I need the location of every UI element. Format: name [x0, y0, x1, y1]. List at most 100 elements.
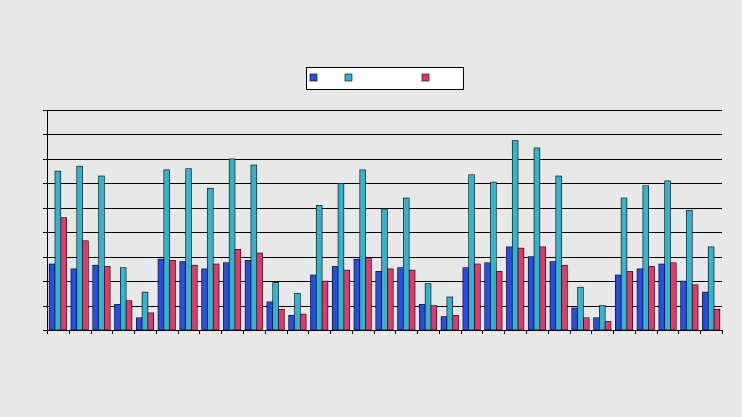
bar-series-1-cat-31 — [702, 291, 709, 331]
bar-series-3-cat-26 — [604, 321, 612, 331]
bar-series-2-cat-26 — [599, 305, 606, 331]
bar-series-3-cat-1 — [60, 217, 67, 331]
bar-series-3-cat-16 — [387, 268, 394, 331]
bar-series-3-cat-15 — [365, 257, 372, 331]
bar-series-3-cat-31 — [713, 308, 721, 331]
bar-series-1-cat-16 — [375, 271, 382, 331]
bar-series-1-cat-29 — [658, 263, 665, 331]
bar-series-2-cat-7 — [185, 168, 192, 331]
bar-series-3-cat-27 — [626, 271, 634, 331]
bar-series-2-cat-14 — [337, 183, 345, 331]
bar-series-2-cat-15 — [359, 169, 366, 331]
bar-series-1-cat-8 — [201, 268, 208, 331]
bar-series-2-cat-3 — [98, 175, 105, 331]
bar-series-3-cat-5 — [147, 312, 154, 331]
bar-series-2-cat-23 — [533, 147, 541, 331]
bar-series-1-cat-15 — [353, 258, 361, 331]
bar-series-3-cat-17 — [408, 269, 416, 331]
bar-series-3-cat-30 — [691, 284, 699, 331]
bar-series-3-cat-8 — [212, 263, 220, 331]
bar-series-3-cat-2 — [82, 240, 89, 331]
bar-series-1-cat-25 — [571, 307, 578, 331]
bar-series-3-cat-28 — [648, 266, 655, 331]
bars — [48, 140, 721, 331]
bar-series-3-cat-9 — [234, 249, 242, 331]
bar-series-1-cat-23 — [527, 256, 535, 331]
axes — [43, 110, 723, 334]
bar-series-2-cat-18 — [424, 283, 432, 331]
bar-series-3-cat-20 — [474, 263, 481, 331]
bar-series-1-cat-21 — [484, 262, 491, 331]
bar-series-2-cat-13 — [315, 205, 323, 331]
bar-series-3-cat-22 — [517, 247, 525, 331]
bar-series-1-cat-9 — [223, 262, 230, 331]
bar-series-2-cat-10 — [250, 164, 258, 331]
bar-series-2-cat-17 — [403, 197, 410, 331]
bar-series-1-cat-1 — [48, 263, 56, 331]
legend-swatch-series-3 — [421, 73, 430, 82]
bar-series-2-cat-8 — [207, 187, 214, 331]
bar-series-3-cat-4 — [125, 300, 133, 331]
bar-series-1-cat-18 — [419, 304, 426, 331]
bar-series-3-cat-21 — [495, 271, 503, 331]
bar-series-3-cat-25 — [583, 317, 590, 331]
bar-series-2-cat-31 — [707, 246, 715, 331]
bar-series-1-cat-20 — [462, 267, 470, 331]
bar-series-2-cat-16 — [381, 208, 388, 331]
bar-series-2-cat-29 — [664, 180, 671, 331]
bar-series-1-cat-26 — [593, 317, 600, 331]
bar-series-1-cat-3 — [92, 264, 99, 331]
bar-series-1-cat-19 — [440, 316, 448, 331]
bar-series-2-cat-21 — [490, 181, 497, 331]
bar-series-3-cat-13 — [321, 280, 329, 331]
bar-series-2-cat-30 — [686, 209, 693, 331]
bar-series-2-cat-4 — [120, 267, 127, 331]
bar-series-3-cat-3 — [104, 266, 111, 331]
legend-box — [306, 67, 464, 90]
bar-series-2-cat-11 — [272, 282, 279, 331]
bar-series-3-cat-7 — [191, 264, 198, 331]
bar-series-3-cat-10 — [256, 252, 263, 331]
bar-series-2-cat-9 — [228, 158, 236, 331]
bar-series-1-cat-28 — [636, 268, 644, 331]
bar-series-2-cat-1 — [54, 170, 62, 331]
bar-series-3-cat-18 — [430, 305, 438, 331]
bar-series-1-cat-27 — [615, 274, 622, 331]
bar-series-1-cat-10 — [244, 260, 252, 331]
bar-series-2-cat-24 — [555, 175, 562, 331]
bar-series-2-cat-20 — [468, 174, 475, 331]
bar-series-1-cat-17 — [397, 267, 404, 331]
bar-series-2-cat-28 — [642, 185, 650, 331]
bar-series-1-cat-13 — [310, 274, 317, 331]
bar-series-1-cat-30 — [680, 280, 687, 331]
bar-series-3-cat-14 — [343, 269, 350, 331]
bar-series-3-cat-19 — [452, 315, 459, 331]
bar-series-2-cat-22 — [511, 140, 519, 331]
bar-series-3-cat-24 — [561, 264, 568, 331]
bar-series-1-cat-22 — [506, 246, 513, 331]
bar-series-3-cat-23 — [539, 246, 546, 331]
bar-series-2-cat-2 — [76, 165, 83, 331]
bar-series-2-cat-12 — [294, 293, 301, 331]
bar-series-1-cat-14 — [331, 266, 339, 331]
bar-series-1-cat-4 — [114, 304, 121, 331]
legend-swatch-series-2 — [344, 73, 353, 82]
bar-series-2-cat-25 — [577, 286, 584, 331]
bar-series-2-cat-6 — [163, 169, 170, 331]
bar-series-1-cat-7 — [179, 261, 186, 331]
bar-series-3-cat-6 — [169, 260, 176, 331]
legend — [306, 67, 464, 90]
bar-series-3-cat-11 — [278, 308, 285, 331]
bar-series-2-cat-5 — [141, 291, 149, 331]
bar-series-1-cat-6 — [157, 258, 165, 331]
legend-swatch-series-1 — [309, 73, 318, 82]
bar-series-1-cat-24 — [549, 261, 557, 331]
bar-series-1-cat-12 — [288, 315, 295, 331]
bar-series-2-cat-19 — [446, 296, 454, 331]
bar-series-1-cat-2 — [70, 268, 78, 331]
bar-series-3-cat-29 — [670, 262, 677, 331]
bar-series-2-cat-27 — [620, 197, 628, 331]
bar-series-1-cat-11 — [266, 301, 274, 331]
